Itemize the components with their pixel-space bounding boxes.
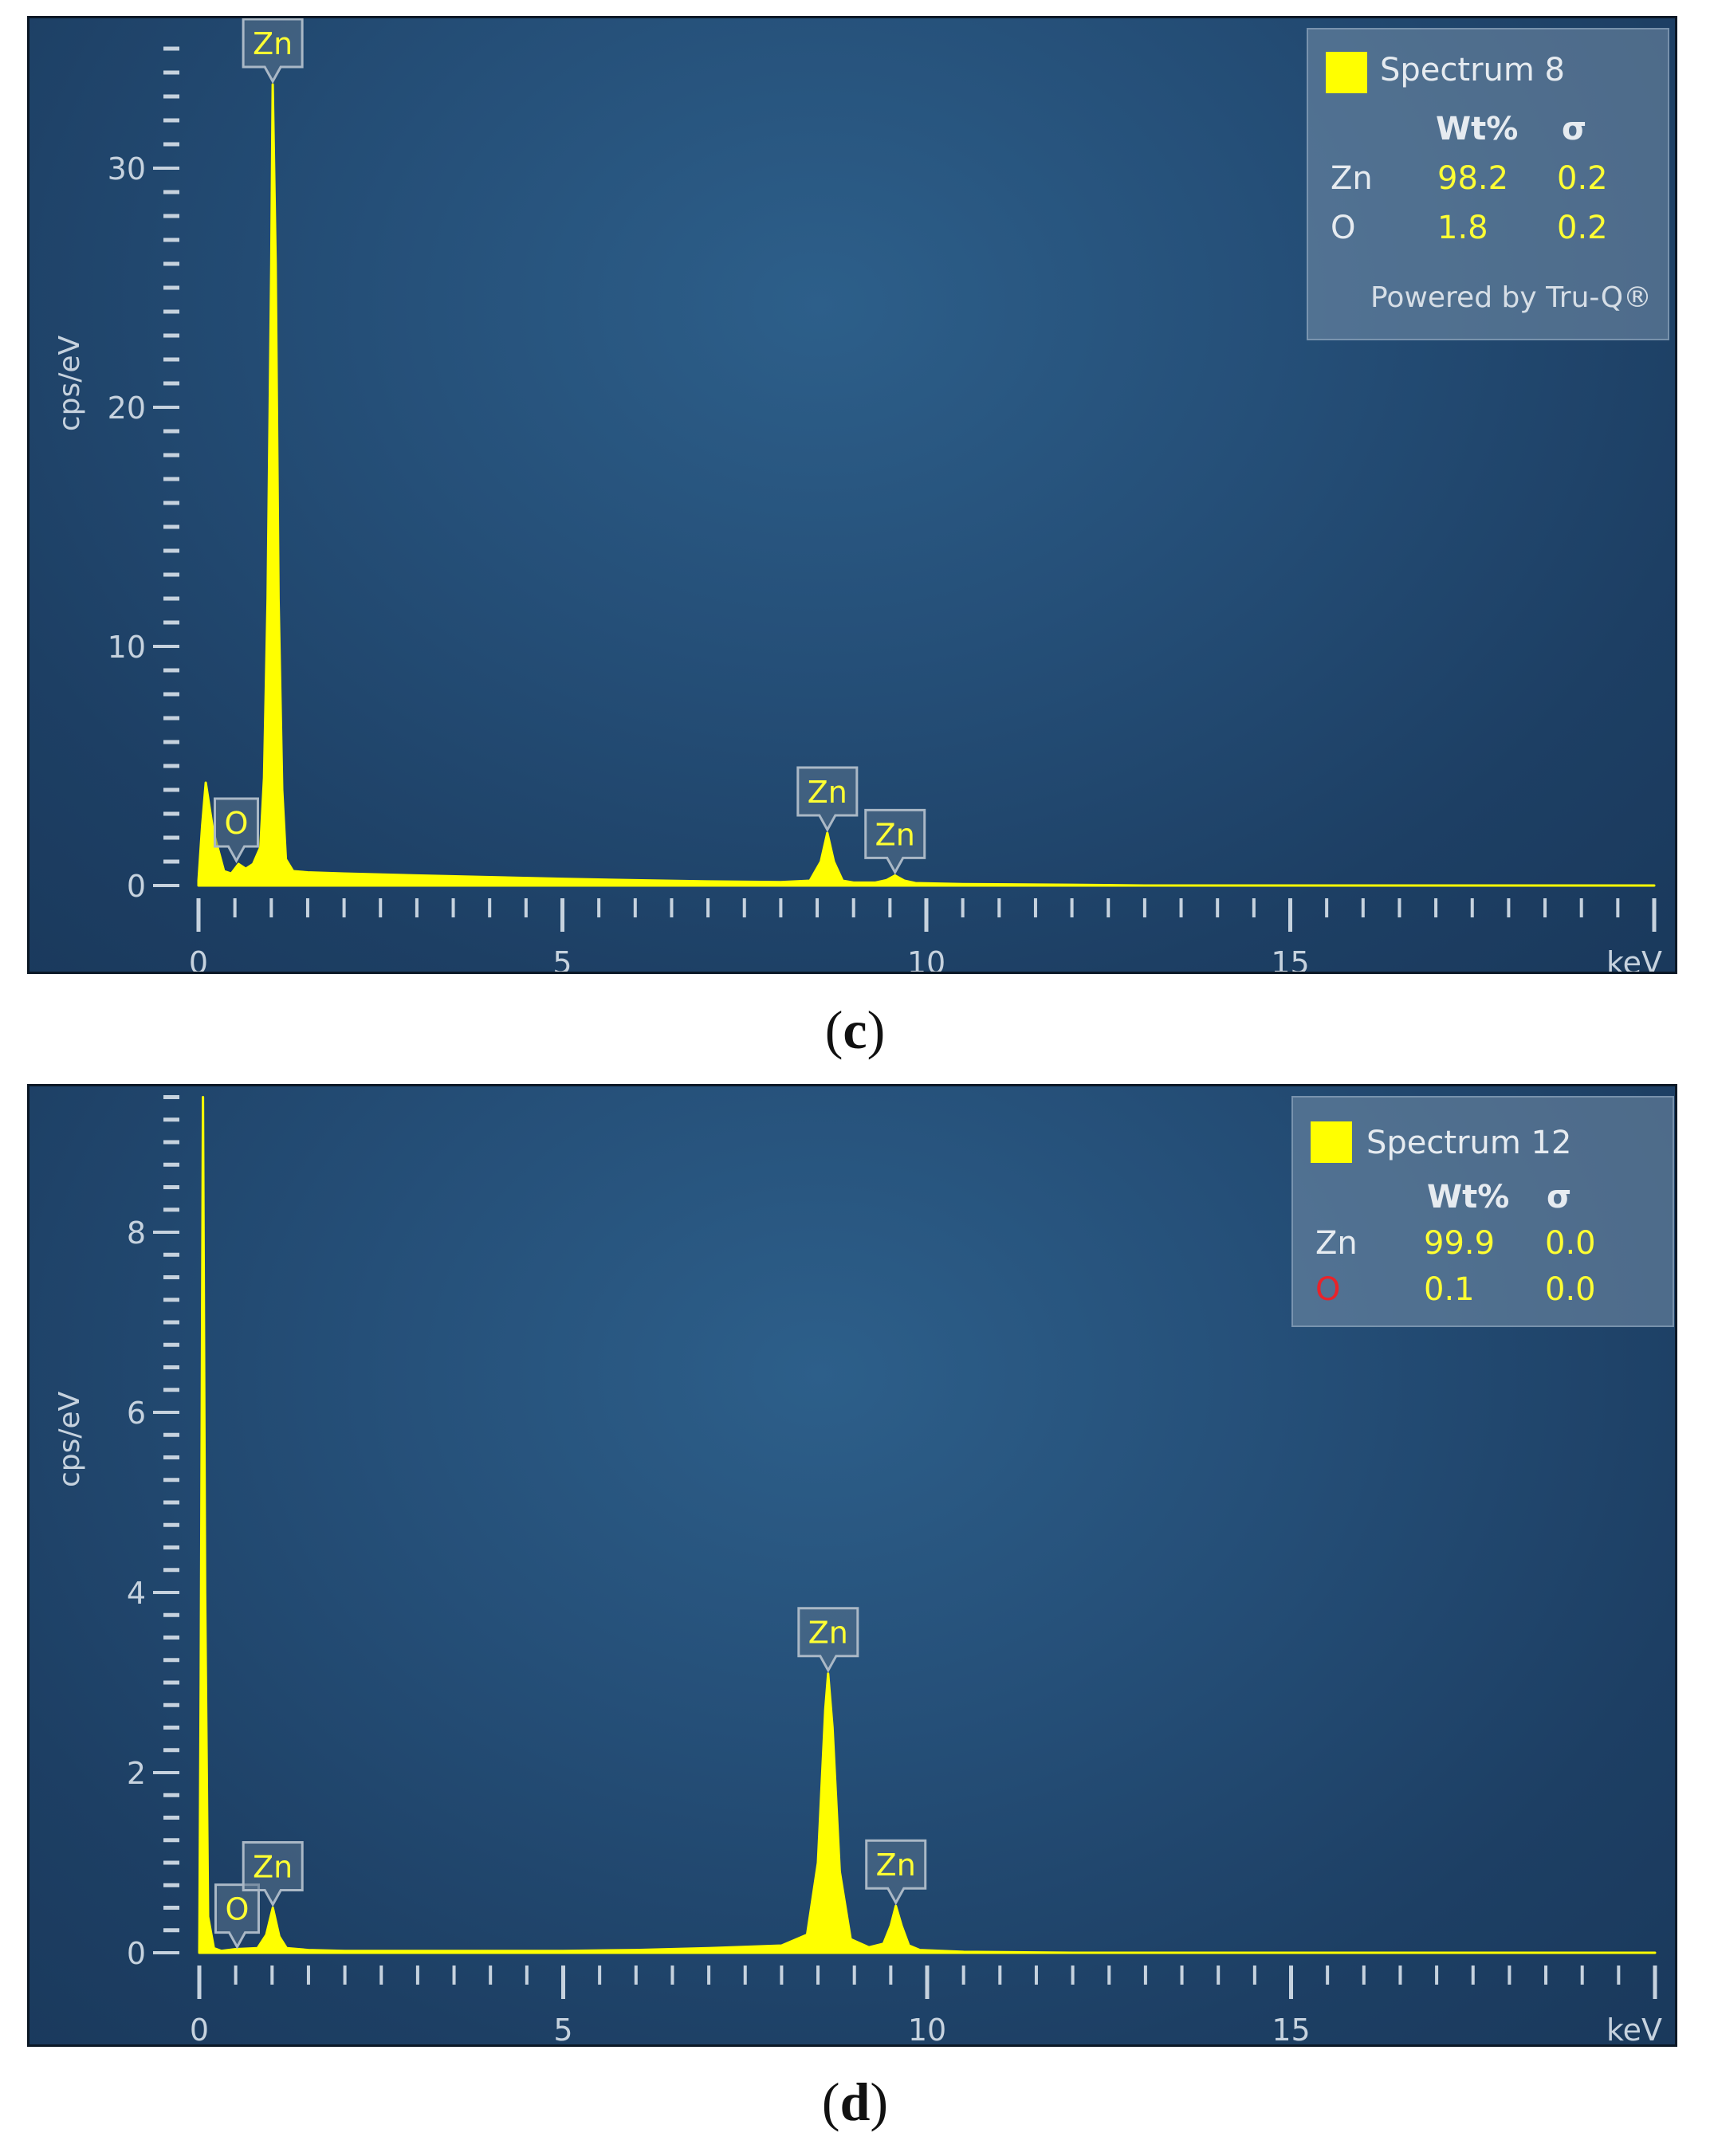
spectrum-series bbox=[198, 1096, 1657, 1954]
legend-sigma-value: 0.2 bbox=[1557, 210, 1608, 246]
legend-element: Zn bbox=[1315, 1225, 1358, 1262]
x-tick-label: 0 bbox=[190, 2013, 209, 2044]
y-tick-label: 0 bbox=[127, 869, 146, 904]
legend-element: O bbox=[1315, 1271, 1341, 1308]
peak-label: Zn bbox=[865, 1839, 927, 1906]
legend-sigma-value: 0.0 bbox=[1545, 1225, 1596, 1262]
peak-label: Zn bbox=[797, 1607, 859, 1673]
y-tick-label: 8 bbox=[127, 1215, 146, 1251]
spectrum-panel-c: 0 10 20 30 cps/eV 0 5 10 15 keV Zn O Zn Zn Spectrum 8… bbox=[27, 16, 1677, 974]
peak-label-text: Zn bbox=[875, 817, 915, 852]
legend-wt-value: 0.1 bbox=[1424, 1271, 1475, 1308]
peak-label-text: Zn bbox=[876, 1848, 916, 1883]
peak-label-box bbox=[213, 797, 259, 864]
peak-label-box bbox=[865, 1839, 927, 1906]
legend-sigma-value: 0.0 bbox=[1545, 1271, 1596, 1308]
x-tick-label: 10 bbox=[908, 2013, 946, 2044]
x-tick-label: 5 bbox=[552, 945, 572, 972]
peak-label-text: Zn bbox=[808, 1616, 848, 1651]
y-tick-label: 2 bbox=[127, 1756, 146, 1791]
panel-caption-c: (c) bbox=[824, 999, 886, 1060]
y-tick-label: 6 bbox=[127, 1396, 146, 1431]
peak-label-text: Zn bbox=[253, 26, 293, 61]
y-tick-label: 30 bbox=[108, 151, 146, 187]
peak-label: Zn bbox=[864, 808, 926, 875]
peak-label: Zn bbox=[242, 1841, 304, 1907]
y-tick-label: 10 bbox=[108, 630, 146, 665]
y-tick-label: 4 bbox=[127, 1576, 146, 1611]
peak-label: O bbox=[214, 1883, 260, 1950]
spectrum-panel-d: 0 2 4 6 8 cps/eV 0 5 10 15 keV O Zn Zn Zn Spectrum 12 … bbox=[27, 1084, 1677, 2047]
panel-label-c: c bbox=[843, 999, 867, 1060]
x-tick-label: 15 bbox=[1271, 945, 1309, 972]
spectrum-series bbox=[197, 83, 1656, 887]
legend-box-c: Spectrum 8 Wt% σ Zn 98.2 0.2 O 1.8 0.2 P… bbox=[1307, 28, 1669, 340]
legend-wt-value: 98.2 bbox=[1437, 160, 1509, 197]
legend-box-d: Spectrum 12 Wt% σ Zn 99.9 0.0 O 0.1 0.0 bbox=[1291, 1096, 1674, 1327]
legend-header-sigma: σ bbox=[1547, 1179, 1572, 1215]
peak-label: O bbox=[213, 797, 259, 864]
legend-swatch bbox=[1311, 1121, 1352, 1163]
x-tick-label: 5 bbox=[553, 2013, 572, 2044]
spectrum-plot-c: 0 10 20 30 cps/eV 0 5 10 15 keV Zn O Zn Zn bbox=[53, 18, 1662, 972]
legend-swatch bbox=[1326, 52, 1367, 93]
peak-label-text: O bbox=[226, 1892, 250, 1927]
x-axis-label: keV bbox=[1606, 2013, 1662, 2044]
legend-sigma-value: 0.2 bbox=[1557, 160, 1608, 197]
legend-wt-value: 1.8 bbox=[1437, 210, 1488, 246]
legend-header-wt: Wt% bbox=[1427, 1179, 1510, 1215]
peak-label-text: O bbox=[225, 806, 249, 841]
legend-header-wt: Wt% bbox=[1436, 111, 1519, 147]
legend-header-sigma: σ bbox=[1562, 111, 1587, 147]
legend-spectrum-name: Spectrum 8 bbox=[1380, 52, 1565, 88]
y-axis-label: cps/eV bbox=[53, 335, 86, 431]
peak-label-box bbox=[797, 1607, 859, 1673]
peak-label: Zn bbox=[796, 766, 859, 833]
legend-spectrum-name: Spectrum 12 bbox=[1366, 1125, 1572, 1161]
legend-element: O bbox=[1331, 210, 1356, 246]
peak-label-box bbox=[864, 808, 926, 875]
peak-label-box bbox=[796, 766, 859, 833]
legend-element: Zn bbox=[1331, 160, 1373, 197]
peak-label-box bbox=[214, 1883, 260, 1950]
y-tick-label: 20 bbox=[108, 391, 146, 426]
peak-label-box bbox=[242, 18, 304, 84]
x-tick-label: 10 bbox=[907, 945, 945, 972]
y-tick-label: 0 bbox=[127, 1936, 146, 1971]
legend-powered-by: Powered by Tru-Q® bbox=[1370, 281, 1653, 314]
peak-label-box bbox=[242, 1841, 304, 1907]
peak-label-text: Zn bbox=[808, 775, 847, 810]
panel-label-d: d bbox=[839, 2072, 871, 2132]
peak-label-text: Zn bbox=[253, 1850, 293, 1885]
legend-wt-value: 99.9 bbox=[1424, 1225, 1496, 1262]
panel-caption-d: (d) bbox=[821, 2072, 889, 2132]
peak-label: Zn bbox=[242, 18, 304, 84]
x-tick-label: 15 bbox=[1272, 2013, 1310, 2044]
x-tick-label: 0 bbox=[189, 945, 208, 972]
y-axis-label: cps/eV bbox=[53, 1391, 86, 1487]
x-axis-label: keV bbox=[1606, 945, 1662, 972]
